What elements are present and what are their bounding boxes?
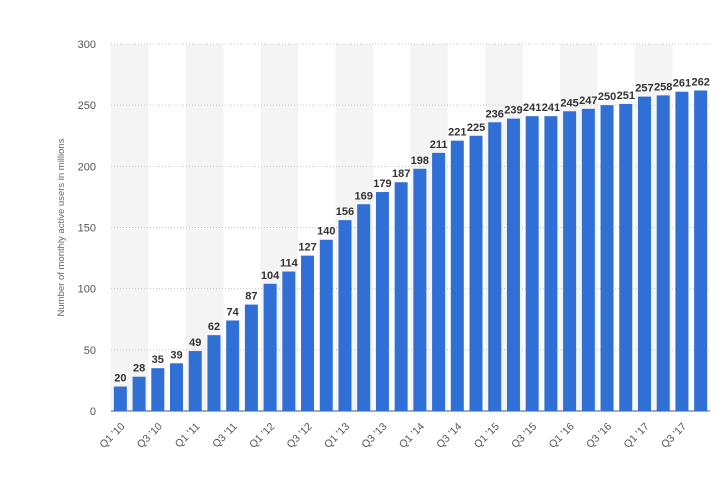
data-label: 261 <box>673 78 691 90</box>
bar <box>469 135 483 411</box>
bar <box>357 204 371 411</box>
data-label: 262 <box>691 76 709 88</box>
y-axis-title: Number of monthly active users in millio… <box>56 138 67 316</box>
data-label: 211 <box>430 139 448 151</box>
bar <box>207 335 221 411</box>
data-label: 241 <box>523 102 541 114</box>
x-tick-label: Q3 '15 <box>509 421 539 451</box>
x-tick-label: Q1 '16 <box>547 421 577 451</box>
data-label: 225 <box>467 122 485 134</box>
y-tick-label: 250 <box>78 100 96 112</box>
bar <box>282 271 296 411</box>
bar <box>656 95 670 411</box>
bar <box>394 182 408 411</box>
data-label: 104 <box>261 270 280 282</box>
bar <box>637 96 651 411</box>
bar <box>375 192 389 411</box>
bar <box>338 220 352 411</box>
x-tick-label: Q1 '17 <box>621 421 651 451</box>
bar <box>506 118 520 411</box>
bar <box>694 90 708 411</box>
data-label: 87 <box>245 291 257 303</box>
x-tick-label: Q3 '11 <box>210 421 240 451</box>
x-tick-label: Q1 '13 <box>322 421 352 451</box>
bar <box>263 283 277 411</box>
data-label: 198 <box>411 155 429 167</box>
data-label: 236 <box>486 108 504 120</box>
data-label: 247 <box>579 95 597 107</box>
data-label: 187 <box>392 168 410 180</box>
bar <box>675 91 689 412</box>
bar <box>581 108 595 411</box>
data-label: 156 <box>336 206 354 218</box>
y-tick-label: 150 <box>78 223 96 235</box>
data-label: 127 <box>298 242 316 254</box>
x-tick-label: Q1 '11 <box>173 421 203 451</box>
bar <box>619 103 633 412</box>
data-label: 250 <box>598 91 616 103</box>
y-tick-label: 200 <box>78 161 96 173</box>
x-tick-label: Q3 '16 <box>584 421 614 451</box>
bar <box>544 116 558 411</box>
data-label: 241 <box>542 102 560 114</box>
x-tick-label: Q3 '13 <box>359 421 389 451</box>
bar <box>413 168 427 411</box>
data-label: 258 <box>654 81 672 93</box>
data-label: 251 <box>617 90 635 102</box>
bar <box>151 368 165 411</box>
data-label: 257 <box>635 83 653 95</box>
bar <box>525 116 539 411</box>
bar <box>450 140 464 412</box>
data-label: 20 <box>114 373 126 385</box>
bar <box>600 105 614 412</box>
bar <box>132 376 146 411</box>
x-tick-label: Q1 '12 <box>247 421 277 451</box>
data-label: 114 <box>280 258 299 270</box>
x-tick-label: Q3 '10 <box>135 421 165 451</box>
data-label: 239 <box>504 105 522 117</box>
x-tick-label: Q1 '14 <box>397 421 427 451</box>
data-label: 245 <box>560 97 578 109</box>
data-label: 179 <box>373 178 391 190</box>
data-label: 169 <box>355 190 373 202</box>
data-label: 35 <box>152 354 164 366</box>
y-tick-label: 300 <box>78 39 96 51</box>
bar <box>563 111 577 412</box>
bar <box>319 239 333 411</box>
data-label: 62 <box>208 321 220 333</box>
bar <box>170 363 184 411</box>
y-tick-label: 100 <box>78 284 96 296</box>
x-tick-label: Q3 '12 <box>285 421 315 451</box>
bar <box>432 152 446 412</box>
data-label: 140 <box>317 226 335 238</box>
y-tick-label: 50 <box>84 345 96 357</box>
data-label: 39 <box>170 349 182 361</box>
bar <box>244 304 258 411</box>
x-tick-label: Q3 '17 <box>659 421 689 451</box>
bar <box>226 320 240 411</box>
bar <box>301 255 315 411</box>
data-label: 28 <box>133 363 145 375</box>
bar <box>188 351 202 411</box>
y-tick-label: 0 <box>90 406 96 418</box>
data-label: 74 <box>227 306 240 318</box>
x-tick-label: Q1 '10 <box>97 421 127 451</box>
bar <box>488 122 502 411</box>
x-tick-label: Q1 '15 <box>472 421 502 451</box>
bar <box>113 386 127 411</box>
data-label: 49 <box>189 337 201 349</box>
data-label: 221 <box>448 127 466 139</box>
x-tick-label: Q3 '14 <box>434 421 464 451</box>
